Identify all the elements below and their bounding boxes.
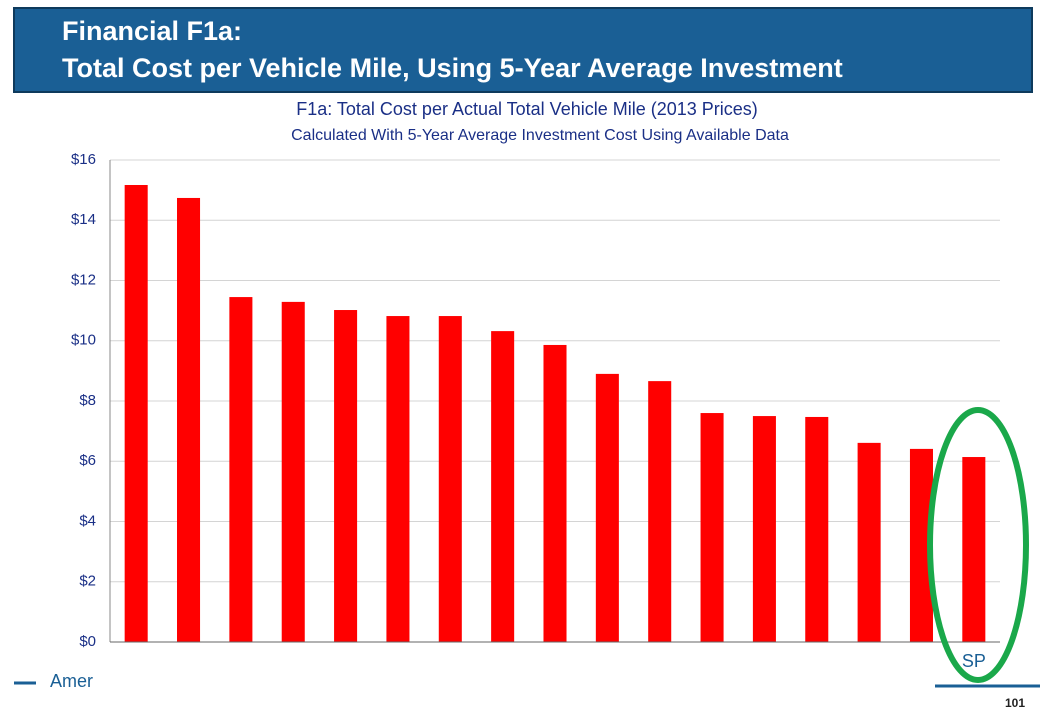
y-tick-label: $16 — [71, 151, 96, 168]
y-tick-label: $6 — [79, 452, 96, 469]
bar — [281, 301, 305, 642]
bar — [386, 316, 410, 642]
bar — [909, 448, 933, 642]
header-banner — [13, 7, 1033, 93]
chart-title: F1a: Total Cost per Actual Total Vehicle… — [296, 99, 758, 119]
bar — [962, 457, 986, 642]
bar — [438, 316, 462, 642]
header-title: Total Cost per Vehicle Mile, Using 5-Yea… — [62, 53, 843, 83]
bar — [805, 416, 829, 642]
highlight-ellipse — [927, 407, 1029, 683]
bar — [595, 373, 619, 642]
y-tick-label: $10 — [71, 332, 96, 349]
bar — [334, 310, 358, 642]
bar — [491, 331, 515, 642]
bar — [857, 442, 881, 642]
bar — [648, 381, 672, 642]
bar — [177, 197, 201, 642]
chart-subtitle: Calculated With 5-Year Average Investmen… — [291, 127, 789, 144]
header-title: Financial F1a: — [62, 16, 242, 46]
footer-text: Amer — [50, 671, 93, 691]
bar — [229, 297, 253, 642]
y-tick-label: $0 — [79, 633, 96, 650]
bar — [752, 416, 776, 642]
y-tick-label: $2 — [79, 573, 96, 590]
y-tick-label: $12 — [71, 271, 96, 288]
plot: $0 $2 $4 $6 $8 $10 $12 $14 $16 SP — [71, 151, 1000, 671]
x-tick-label: SP — [962, 651, 986, 671]
bar — [700, 413, 724, 642]
y-tick-label: $8 — [79, 392, 96, 409]
y-tick-label: $4 — [79, 512, 96, 529]
y-tick-label: $14 — [71, 211, 96, 228]
page-number: 101 — [1005, 696, 1025, 710]
bar — [543, 344, 567, 642]
bar — [124, 185, 148, 642]
